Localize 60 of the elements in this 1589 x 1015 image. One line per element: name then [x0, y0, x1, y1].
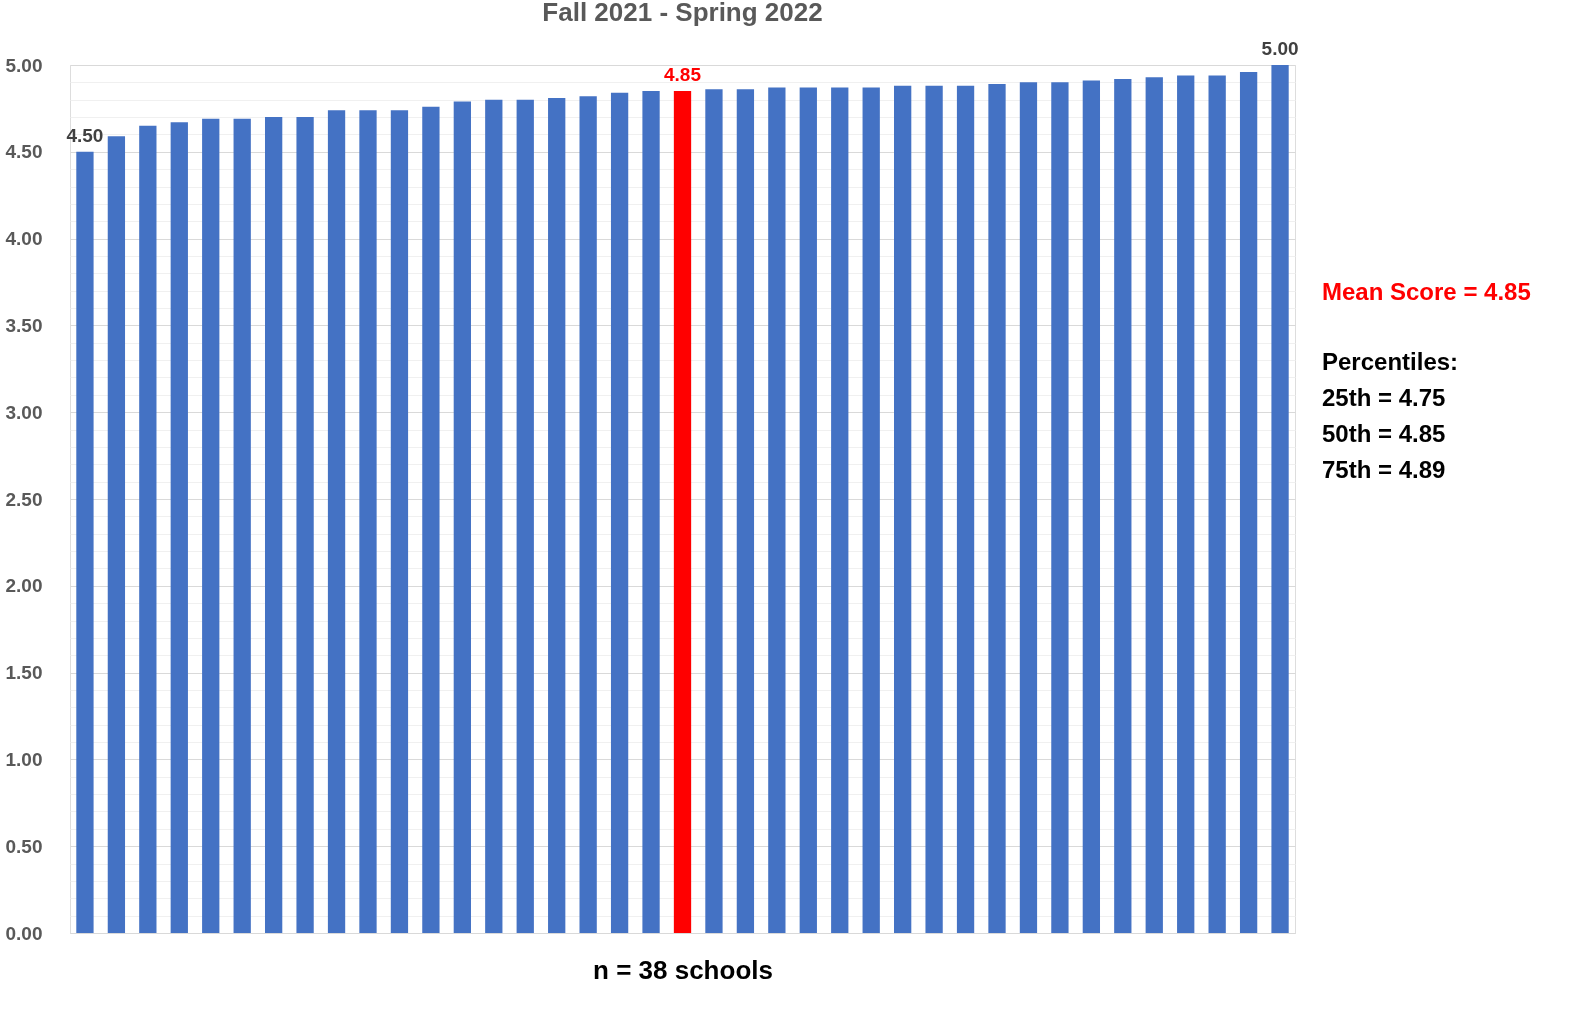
- bar: [1239, 71, 1258, 933]
- bar: [642, 91, 660, 933]
- bar: [1208, 75, 1226, 933]
- x-axis-title: n = 38 schools: [593, 954, 773, 985]
- bar: [1177, 75, 1195, 933]
- bar: [422, 106, 440, 933]
- text: Mean Score = 4.85: [1322, 278, 1531, 305]
- bar: [548, 97, 566, 933]
- bar: [76, 151, 94, 933]
- bar: [359, 110, 377, 933]
- chart-title: Fall 2021 - Spring 2022: [542, 0, 823, 27]
- data-label: 4.85: [664, 64, 702, 86]
- y-tick-label: 3.00: [5, 401, 43, 423]
- bar: [453, 101, 471, 933]
- bar: [233, 118, 251, 933]
- y-tick-label: 2.00: [5, 575, 43, 597]
- data-label: 5.00: [1261, 38, 1299, 59]
- bar: [1271, 65, 1289, 933]
- data-label: 4.50: [66, 124, 104, 146]
- bar: [988, 84, 1006, 933]
- y-tick-label: 2.50: [5, 488, 43, 510]
- text: 75th = 4.89: [1322, 456, 1446, 483]
- bar: [390, 110, 409, 933]
- bar: [170, 122, 188, 933]
- text: Percentiles:: [1322, 348, 1459, 375]
- y-tick-label: 3.50: [5, 314, 43, 336]
- bar: [1051, 82, 1069, 933]
- bar: [264, 117, 283, 933]
- bar: [327, 110, 346, 933]
- text: 25th = 4.75: [1322, 384, 1446, 411]
- y-tick-label: 0.50: [5, 835, 43, 857]
- bar: [1019, 82, 1038, 933]
- bar: [705, 89, 723, 933]
- bar: [673, 91, 692, 933]
- bar: [768, 87, 786, 933]
- bar: [736, 89, 755, 933]
- bar: [1082, 80, 1101, 933]
- bar: [925, 85, 943, 933]
- bar: [485, 99, 503, 933]
- y-tick-label: 4.50: [5, 141, 43, 163]
- bar: [1114, 78, 1132, 933]
- bar: [956, 85, 975, 933]
- y-tick-label: 4.00: [5, 228, 43, 250]
- y-tick-label: 1.50: [5, 662, 43, 684]
- y-tick-label: 0.00: [5, 922, 43, 944]
- bar: [610, 92, 629, 933]
- y-tick-label: 5.00: [5, 54, 43, 76]
- y-tick-label: 1.00: [5, 748, 43, 770]
- bar: [579, 96, 597, 933]
- bar: [799, 87, 817, 933]
- bar: [296, 117, 314, 933]
- bar: [894, 85, 912, 933]
- bar: [139, 125, 157, 933]
- bar: [1145, 77, 1163, 933]
- bar: [831, 87, 849, 933]
- bar: [107, 136, 126, 933]
- bar: [202, 118, 220, 933]
- bar: [862, 87, 880, 933]
- bar: [516, 99, 534, 933]
- text: 50th = 4.85: [1322, 420, 1446, 447]
